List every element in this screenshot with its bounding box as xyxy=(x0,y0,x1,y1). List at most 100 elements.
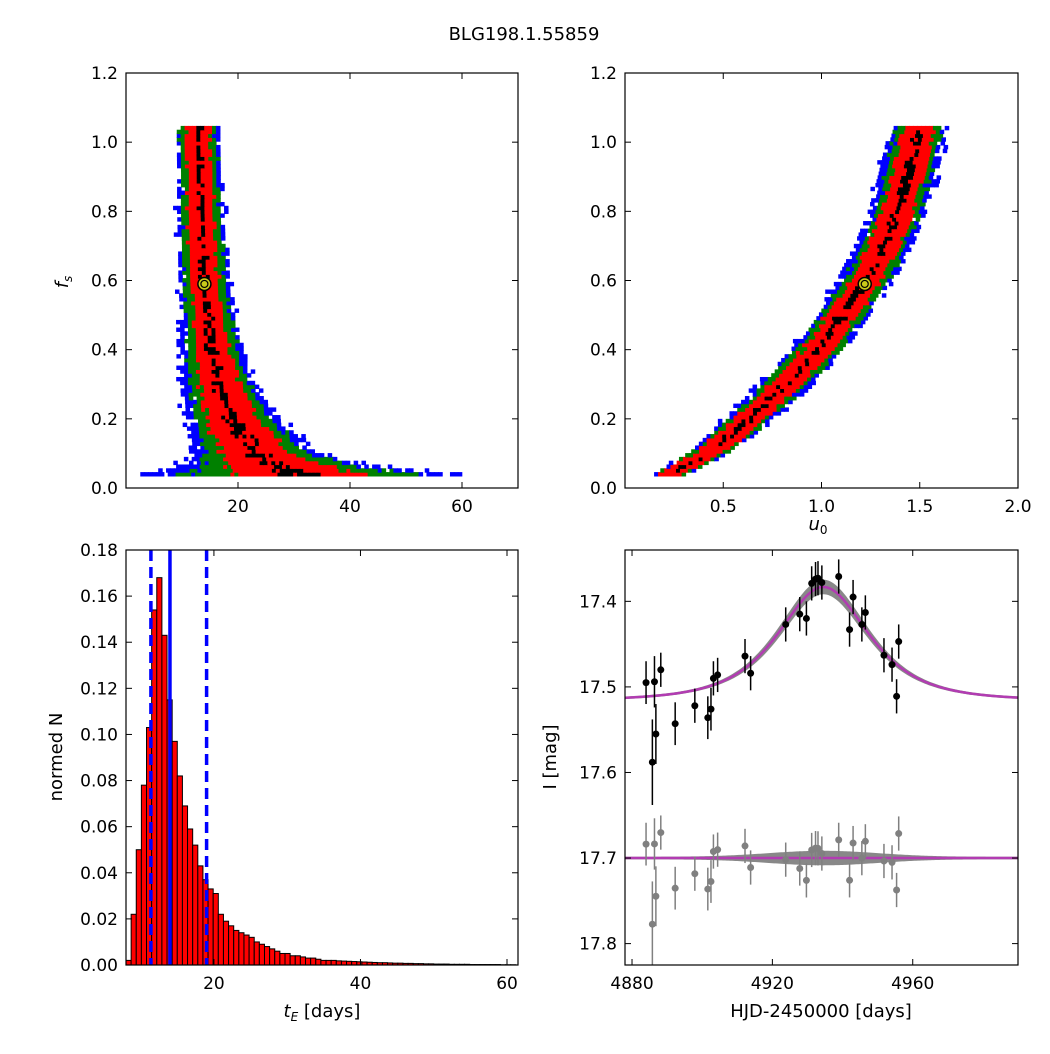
density-cell xyxy=(193,213,198,217)
density-cell xyxy=(216,137,221,141)
density-cell xyxy=(217,244,222,248)
histogram-bar xyxy=(208,889,213,965)
density-cell xyxy=(894,172,899,176)
density-cell xyxy=(817,366,822,370)
density-cell xyxy=(692,461,697,465)
density-cell xyxy=(919,168,924,172)
density-cell xyxy=(183,289,188,293)
density-cell xyxy=(192,350,197,354)
density-cell xyxy=(917,191,922,195)
density-cell xyxy=(872,263,877,267)
density-cell xyxy=(184,312,189,316)
density-cell xyxy=(235,464,240,468)
density-cell xyxy=(927,194,932,198)
density-cell xyxy=(207,312,212,316)
x-tick-label: 40 xyxy=(350,974,372,994)
density-cell xyxy=(190,270,195,274)
density-cell xyxy=(178,274,183,278)
density-cell xyxy=(889,282,894,286)
density-cell xyxy=(895,248,900,252)
density-cell xyxy=(201,404,206,408)
density-cell xyxy=(827,350,832,354)
density-cell xyxy=(270,438,275,442)
density-cell xyxy=(726,419,731,423)
density-cell xyxy=(837,343,842,347)
density-cell xyxy=(856,248,861,252)
density-cell xyxy=(196,347,201,351)
density-cell xyxy=(840,297,845,301)
density-cell xyxy=(814,343,819,347)
density-cell xyxy=(730,430,735,434)
density-cell xyxy=(722,426,727,430)
density-cell xyxy=(239,388,244,392)
histogram-bar xyxy=(136,850,141,965)
density-cell xyxy=(258,472,263,476)
density-cell xyxy=(872,210,877,214)
density-cell xyxy=(177,164,182,168)
density-cell xyxy=(753,407,758,411)
density-cell xyxy=(204,362,209,366)
density-cell xyxy=(203,430,208,434)
density-cell xyxy=(741,415,746,419)
density-cell xyxy=(191,301,196,305)
density-cell xyxy=(196,350,201,354)
density-cell xyxy=(218,426,223,430)
density-cell xyxy=(212,335,217,339)
density-cell xyxy=(226,423,231,427)
density-cell xyxy=(196,358,201,362)
density-cell xyxy=(859,232,864,236)
density-cell xyxy=(208,149,213,153)
density-cell xyxy=(202,423,207,427)
histogram-bar xyxy=(331,960,336,965)
density-cell xyxy=(935,149,940,153)
density-cell xyxy=(217,240,222,244)
density-cell xyxy=(189,175,194,179)
density-cell xyxy=(200,137,205,141)
density-cell xyxy=(241,468,246,472)
density-cell xyxy=(185,229,190,233)
density-cell xyxy=(266,464,271,468)
density-cell xyxy=(238,430,243,434)
density-cell xyxy=(208,187,213,191)
density-cell xyxy=(226,293,231,297)
density-cell xyxy=(279,449,284,453)
density-cell xyxy=(223,366,228,370)
density-cell xyxy=(254,464,259,468)
density-cell xyxy=(181,388,186,392)
density-cell xyxy=(929,156,934,160)
density-cell xyxy=(719,445,724,449)
density-cell xyxy=(791,373,796,377)
density-cell xyxy=(193,210,198,214)
density-cell xyxy=(862,232,867,236)
density-cell xyxy=(248,411,253,415)
density-cell xyxy=(887,198,892,202)
density-cell xyxy=(148,472,153,476)
density-cell xyxy=(782,362,787,366)
density-cell xyxy=(902,137,907,141)
density-cell xyxy=(220,396,225,400)
density-cell xyxy=(144,472,149,476)
density-cell xyxy=(891,255,896,259)
density-cell xyxy=(864,270,869,274)
density-cell xyxy=(902,156,907,160)
density-cell xyxy=(243,373,248,377)
x-tick-label: 60 xyxy=(451,497,473,517)
density-cell xyxy=(181,153,186,157)
density-cell xyxy=(765,404,770,408)
density-cell xyxy=(245,419,250,423)
density-cell xyxy=(212,373,217,377)
density-cell xyxy=(223,369,228,373)
density-cell xyxy=(177,156,182,160)
density-cell xyxy=(935,134,940,138)
density-cell xyxy=(228,461,233,465)
density-cell xyxy=(190,274,195,278)
density-cell xyxy=(904,217,909,221)
density-cell xyxy=(878,213,883,217)
density-cell xyxy=(236,404,241,408)
density-cell xyxy=(283,449,288,453)
density-cell xyxy=(182,232,187,236)
density-cell xyxy=(307,461,312,465)
density-cell xyxy=(205,232,210,236)
density-cell xyxy=(662,472,667,476)
density-cell xyxy=(894,156,899,160)
